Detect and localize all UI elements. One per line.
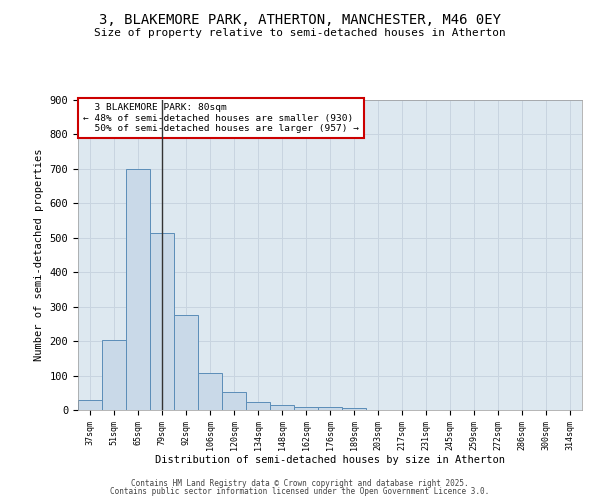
Text: Contains public sector information licensed under the Open Government Licence 3.: Contains public sector information licen…	[110, 487, 490, 496]
Bar	[198, 373, 222, 410]
Bar	[150, 232, 174, 410]
Bar	[102, 340, 126, 410]
Bar	[174, 316, 198, 410]
Bar	[270, 405, 294, 410]
Bar	[126, 169, 150, 410]
X-axis label: Distribution of semi-detached houses by size in Atherton: Distribution of semi-detached houses by …	[155, 456, 505, 466]
Text: 3 BLAKEMORE PARK: 80sqm
← 48% of semi-detached houses are smaller (930)
  50% of: 3 BLAKEMORE PARK: 80sqm ← 48% of semi-de…	[83, 103, 359, 133]
Y-axis label: Number of semi-detached properties: Number of semi-detached properties	[34, 149, 44, 361]
Bar	[78, 400, 102, 410]
Text: Contains HM Land Registry data © Crown copyright and database right 2025.: Contains HM Land Registry data © Crown c…	[131, 478, 469, 488]
Bar	[222, 392, 246, 410]
Text: 3, BLAKEMORE PARK, ATHERTON, MANCHESTER, M46 0EY: 3, BLAKEMORE PARK, ATHERTON, MANCHESTER,…	[99, 12, 501, 26]
Bar	[246, 402, 270, 410]
Text: Size of property relative to semi-detached houses in Atherton: Size of property relative to semi-detach…	[94, 28, 506, 38]
Bar	[318, 407, 342, 410]
Bar	[294, 406, 318, 410]
Bar	[342, 408, 366, 410]
